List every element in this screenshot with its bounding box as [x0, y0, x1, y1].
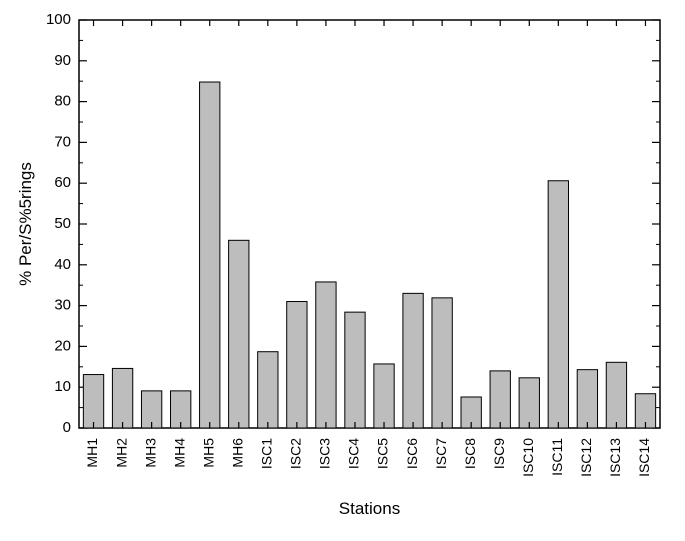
y-tick-label: 20: [54, 337, 71, 354]
y-tick-label: 70: [54, 133, 71, 150]
x-tick-label: ISC1: [259, 438, 275, 469]
bar: [112, 368, 132, 428]
bar: [345, 312, 365, 428]
x-tick-label: ISC11: [549, 438, 565, 476]
bar: [432, 298, 452, 428]
y-tick-label: 80: [54, 93, 71, 110]
y-tick-label: 100: [46, 11, 71, 28]
x-tick-label: ISC10: [520, 438, 536, 477]
y-tick-label: 60: [54, 174, 71, 191]
y-tick-label: 90: [54, 52, 71, 69]
bar: [316, 282, 336, 428]
x-tick-label: ISC7: [433, 438, 449, 469]
bar: [519, 378, 539, 428]
bar: [200, 82, 220, 428]
x-tick-label: MH2: [113, 438, 129, 468]
chart-svg: 0 10 20 30 40 50 60 70 80 90 100 MH1 MH2 MH3 MH4 MH5 MH6…: [0, 0, 685, 541]
x-tick-label: ISC14: [636, 438, 652, 477]
y-tick-label: 50: [54, 215, 71, 232]
bar: [606, 362, 626, 428]
x-tick-label: ISC8: [462, 438, 478, 469]
y-tick-label: 40: [54, 256, 71, 273]
x-tick-label: ISC13: [607, 438, 623, 477]
bar: [403, 293, 423, 428]
bar: [490, 371, 510, 428]
bar: [374, 364, 394, 428]
x-tick-label: ISC5: [375, 438, 391, 469]
x-tick-label: MH1: [84, 438, 100, 468]
bar: [577, 370, 597, 428]
x-tick-label: ISC12: [578, 438, 594, 477]
x-tick-label: MH3: [142, 438, 158, 468]
y-axis-label: % Per/S%5rings: [16, 162, 35, 286]
x-axis-label: Stations: [339, 499, 400, 518]
x-tick-label: MH5: [200, 438, 216, 468]
plot-border: [79, 20, 660, 428]
x-tick-label: ISC2: [288, 438, 304, 469]
bar: [258, 352, 278, 428]
x-tick-label: MH6: [229, 438, 245, 468]
y-tick-label: 30: [54, 297, 71, 314]
x-tick-label: ISC9: [491, 438, 507, 469]
x-tick-label: ISC3: [317, 438, 333, 469]
bar-chart: 0 10 20 30 40 50 60 70 80 90 100 MH1 MH2 MH3 MH4 MH5 MH6…: [0, 0, 685, 541]
bar: [229, 240, 249, 428]
bar: [548, 181, 568, 428]
x-tick-label: ISC6: [404, 438, 420, 469]
bar: [83, 375, 103, 428]
y-tick-label: 10: [54, 378, 71, 395]
y-tick-label: 0: [63, 419, 71, 436]
x-tick-label: ISC4: [346, 438, 362, 469]
x-tick-label: MH4: [171, 438, 187, 468]
bar: [287, 302, 307, 428]
